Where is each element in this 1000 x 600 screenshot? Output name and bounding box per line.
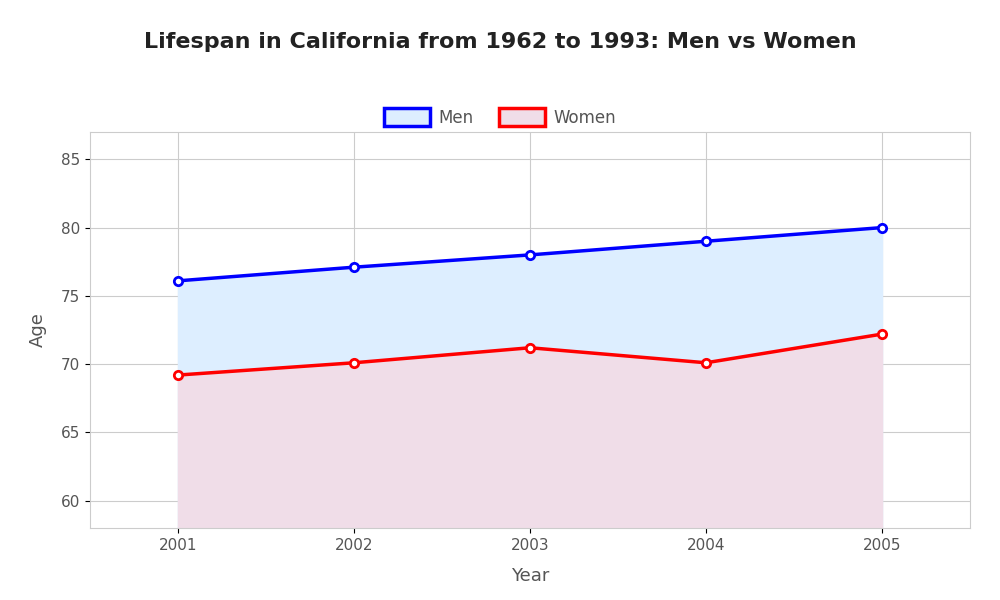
X-axis label: Year: Year bbox=[511, 566, 549, 584]
Y-axis label: Age: Age bbox=[29, 313, 47, 347]
Text: Lifespan in California from 1962 to 1993: Men vs Women: Lifespan in California from 1962 to 1993… bbox=[144, 32, 856, 52]
Legend: Men, Women: Men, Women bbox=[377, 101, 623, 133]
